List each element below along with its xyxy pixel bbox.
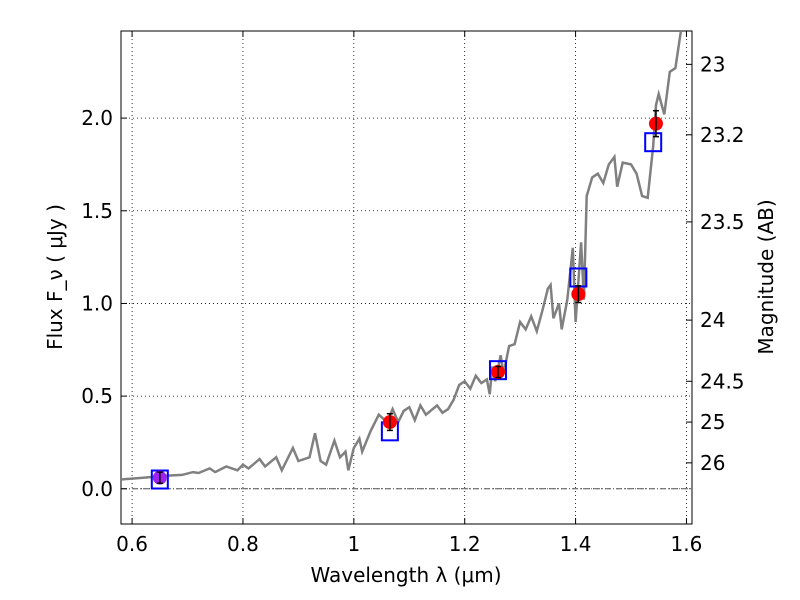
right-tick-label: 23.5 xyxy=(700,210,745,234)
right-tick-label: 26 xyxy=(700,451,725,475)
y-axis-title: Flux F_ν ( μJy ) xyxy=(43,204,67,350)
y-tick-label: 1.0 xyxy=(81,291,113,315)
x-axis-title: Wavelength λ (μm) xyxy=(310,563,501,587)
y-tick-label: 0.0 xyxy=(81,477,113,501)
right-tick-label: 24 xyxy=(700,308,725,332)
plot-frame xyxy=(120,30,693,525)
right-tick-label: 24.5 xyxy=(700,369,745,393)
right-tick-label: 23.2 xyxy=(700,123,745,147)
model-spectrum-line xyxy=(120,30,683,481)
x-tick-label: 0.8 xyxy=(227,532,259,556)
right-tick-label: 25 xyxy=(700,410,725,434)
x-tick-label: 1.4 xyxy=(560,532,592,556)
x-tick-label: 1 xyxy=(347,532,360,556)
x-tick-label: 1.2 xyxy=(449,532,481,556)
y-tick-label: 0.5 xyxy=(81,384,113,408)
model-flux-square xyxy=(150,469,169,490)
right-axis-title: Magnitude (AB) xyxy=(754,199,778,354)
x-tick-label: 1.6 xyxy=(671,532,703,556)
x-tick-label: 0.6 xyxy=(116,532,148,556)
model-flux-square xyxy=(488,360,507,381)
y-tick-label: 1.5 xyxy=(81,199,113,223)
right-tick-label: 23 xyxy=(700,52,725,76)
model-flux-square xyxy=(644,132,663,153)
y-tick-label: 2.0 xyxy=(81,106,113,130)
